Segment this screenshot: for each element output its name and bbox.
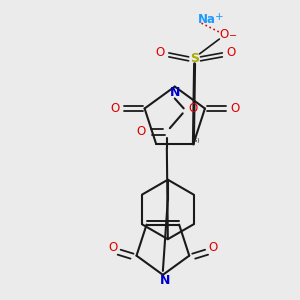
Text: O: O xyxy=(155,46,164,59)
Text: (S): (S) xyxy=(191,139,200,143)
Text: O: O xyxy=(136,125,146,138)
Text: S: S xyxy=(190,52,199,65)
Text: O: O xyxy=(226,46,236,59)
Text: −: − xyxy=(229,31,237,41)
Text: +: + xyxy=(215,12,224,22)
Text: O: O xyxy=(188,102,197,115)
Text: O: O xyxy=(108,241,117,254)
Text: O: O xyxy=(208,241,218,254)
Text: N: N xyxy=(169,86,180,99)
Text: O: O xyxy=(220,28,229,40)
Text: O: O xyxy=(230,102,239,115)
Text: N: N xyxy=(160,274,170,287)
Text: Na: Na xyxy=(198,13,216,26)
Text: O: O xyxy=(110,102,119,115)
